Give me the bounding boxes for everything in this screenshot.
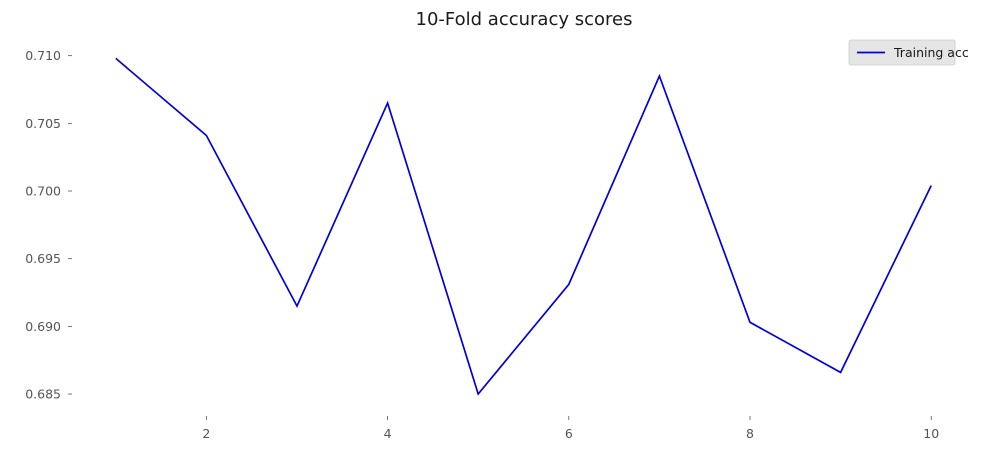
x-tick-label: 4 (384, 426, 392, 441)
y-tick-label: 0.690 (25, 319, 61, 334)
x-tick-label: 8 (746, 426, 754, 441)
legend-box (848, 39, 956, 66)
series-layer (115, 57, 932, 396)
y-tick-label: 0.695 (25, 251, 61, 266)
chart-title: 10-Fold accuracy scores (416, 9, 633, 30)
x-axis: 2 4 6 8 10 (202, 416, 939, 441)
y-axis: 0.685 0.690 0.695 0.700 0.705 0.710 (25, 48, 72, 402)
x-tick-label: 10 (923, 426, 939, 441)
series-line-training-acc (115, 57, 932, 396)
x-tick-label: 6 (565, 426, 573, 441)
y-tick-label: 0.705 (25, 116, 61, 131)
x-tick-label: 2 (202, 426, 210, 441)
legend: Training acc (848, 39, 969, 66)
legend-label-training-acc: Training acc (893, 45, 969, 60)
y-tick-label: 0.710 (25, 48, 61, 63)
y-tick-label: 0.700 (25, 184, 61, 199)
y-tick-label: 0.685 (25, 387, 61, 402)
